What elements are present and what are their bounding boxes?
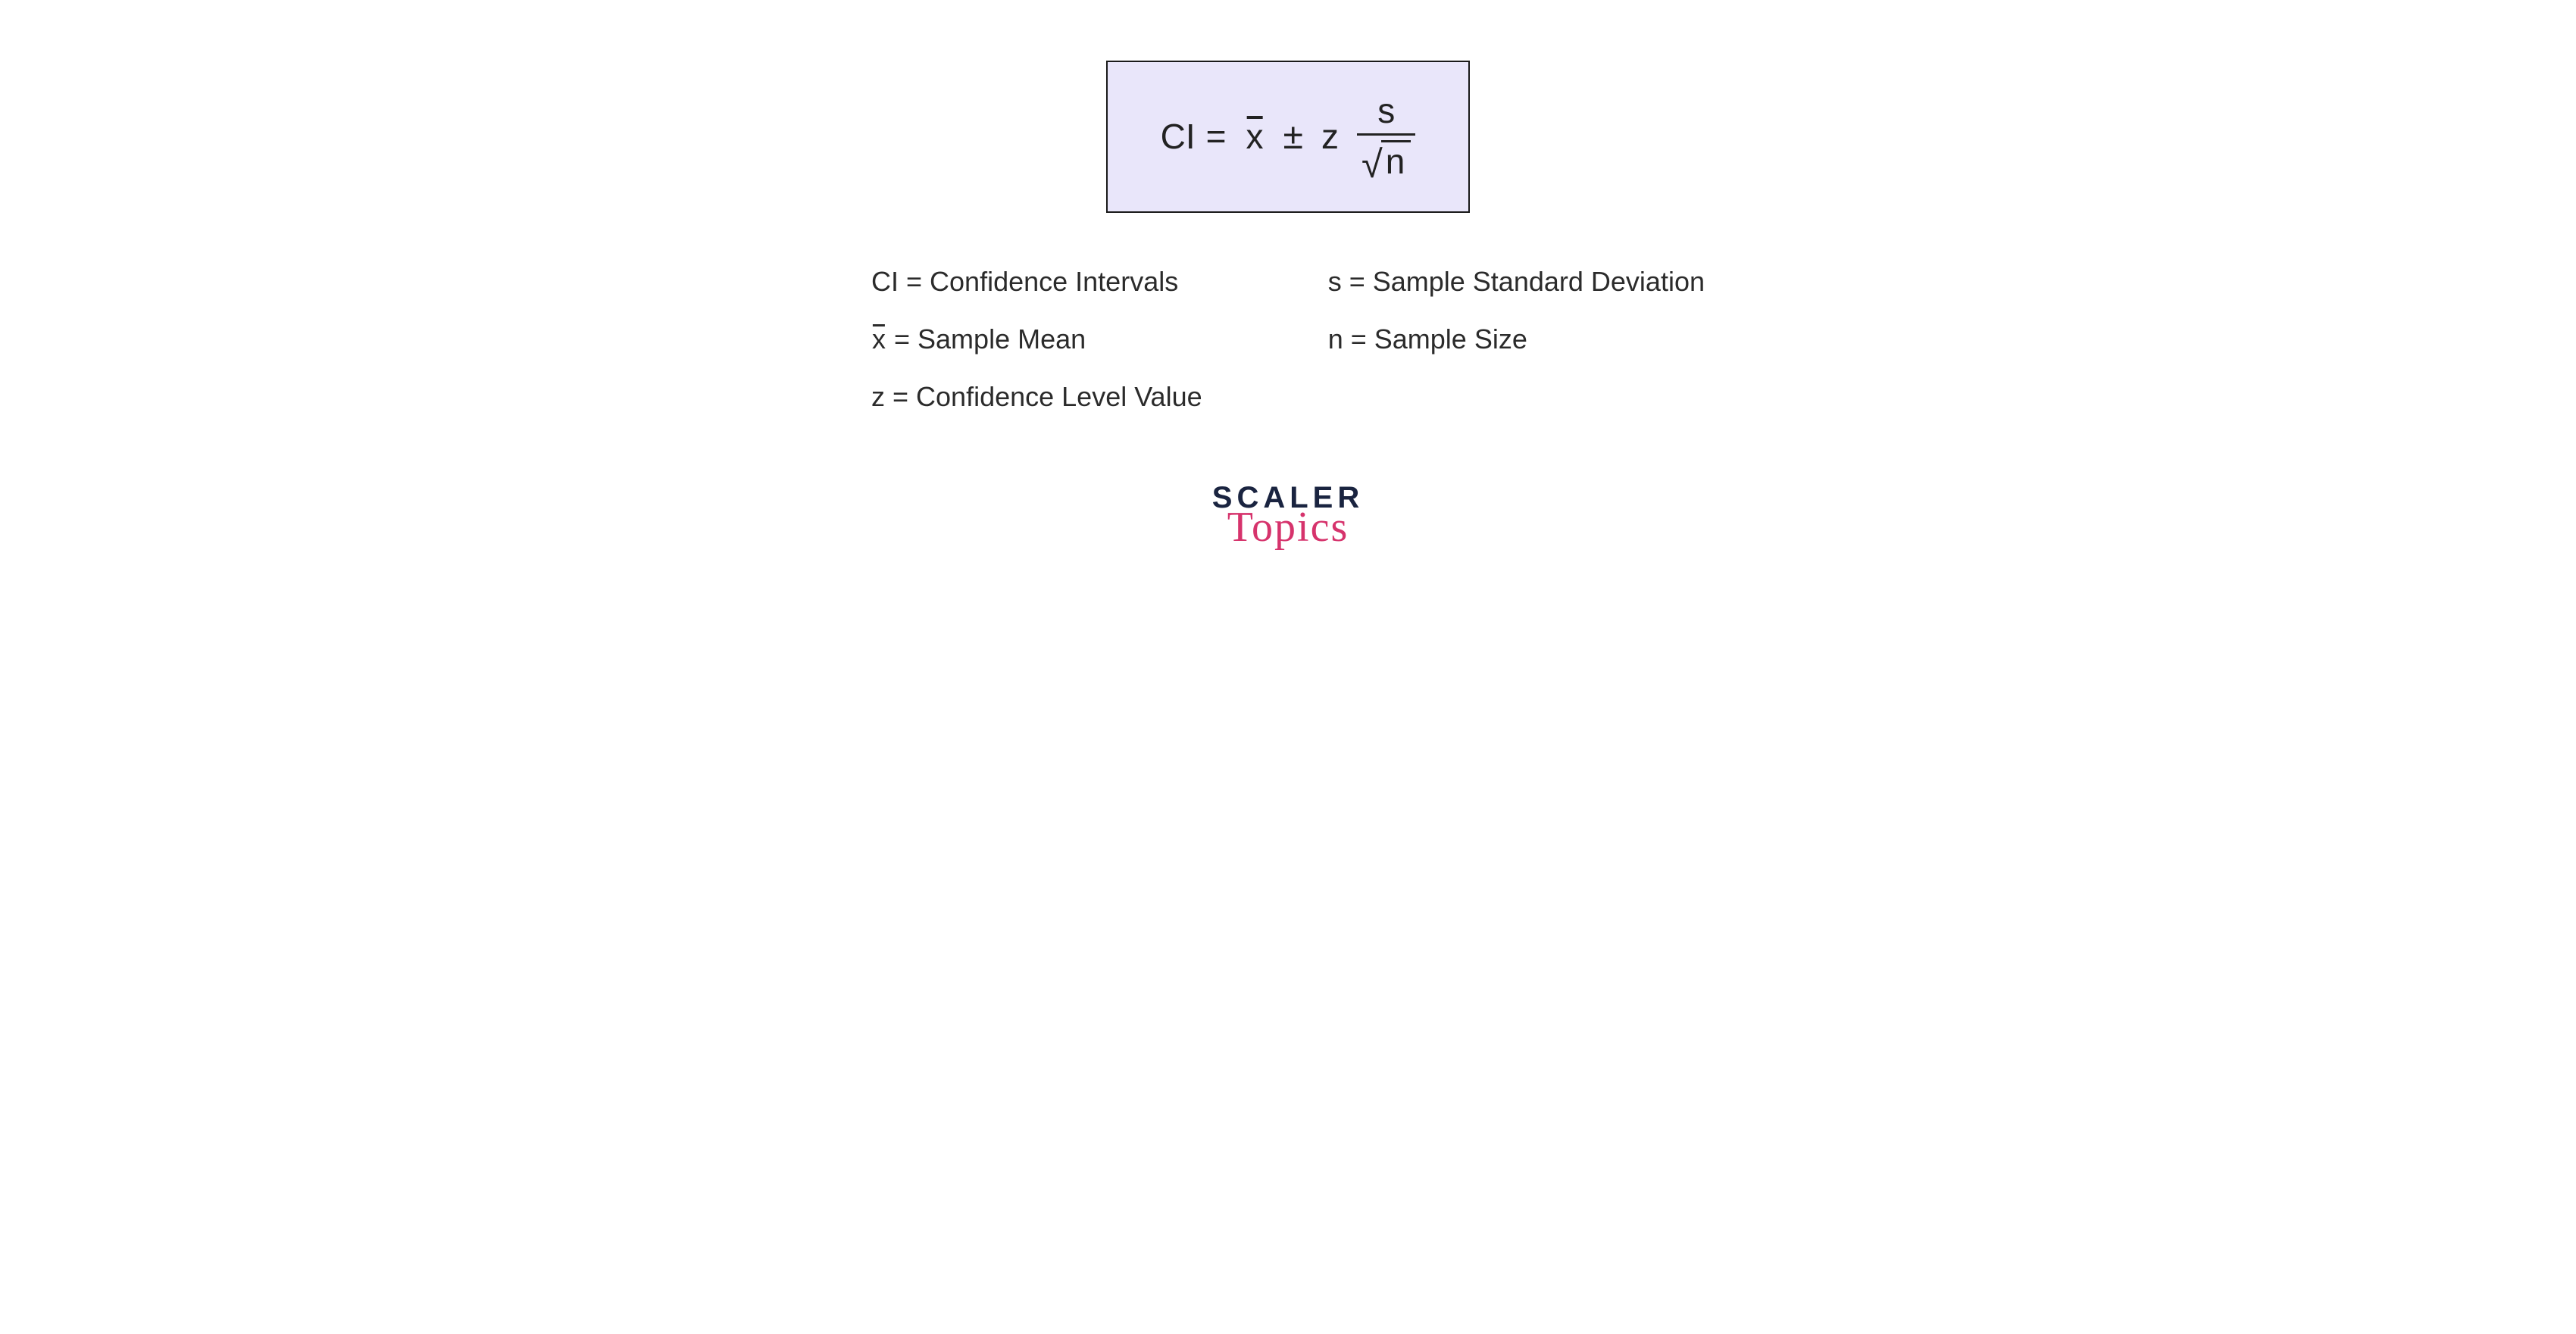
symbol-plus-minus: ± [1283,118,1303,155]
legend-label-n: = Sample Size [1351,323,1527,355]
legend-label-z: = Confidence Level Value [893,381,1202,413]
legend-item-ci: CI = Confidence Intervals [871,266,1245,298]
legend-symbol-s: s [1328,266,1342,298]
legend-item-z: z = Confidence Level Value [871,381,1705,413]
legend-item-n: n = Sample Size [1328,323,1705,355]
legend-symbol-xbar: x [871,323,886,355]
legend-item-s: s = Sample Standard Deviation [1328,266,1705,298]
logo-line-2: Topics [1227,503,1349,551]
symbol-z: z [1321,119,1339,154]
sqrt: √ n [1361,140,1411,181]
brand-logo: SCALER Topics [1212,481,1364,551]
legend-item-xbar: x = Sample Mean [871,323,1245,355]
legend-label-xbar: = Sample Mean [894,323,1086,355]
legend-label-s: = Sample Standard Deviation [1349,266,1705,298]
legend: CI = Confidence Intervals s = Sample Sta… [871,266,1705,413]
formula-lhs: CI = [1161,119,1227,154]
symbol-ci: CI [1161,119,1196,154]
legend-symbol-n: n [1328,323,1343,355]
legend-symbol-z: z [871,381,885,413]
sqrt-icon: √ [1361,144,1383,184]
formula-box: CI = x ± z s √ n [1106,61,1471,213]
sqrt-argument: n [1381,140,1411,181]
fraction-denominator: √ n [1357,136,1415,181]
symbol-xbar: x [1244,119,1265,154]
fraction: s √ n [1357,92,1415,181]
equals-sign: = [1206,119,1227,154]
legend-symbol-ci: CI [871,266,899,298]
legend-label-ci: = Confidence Intervals [906,266,1178,298]
fraction-numerator: s [1370,92,1402,133]
